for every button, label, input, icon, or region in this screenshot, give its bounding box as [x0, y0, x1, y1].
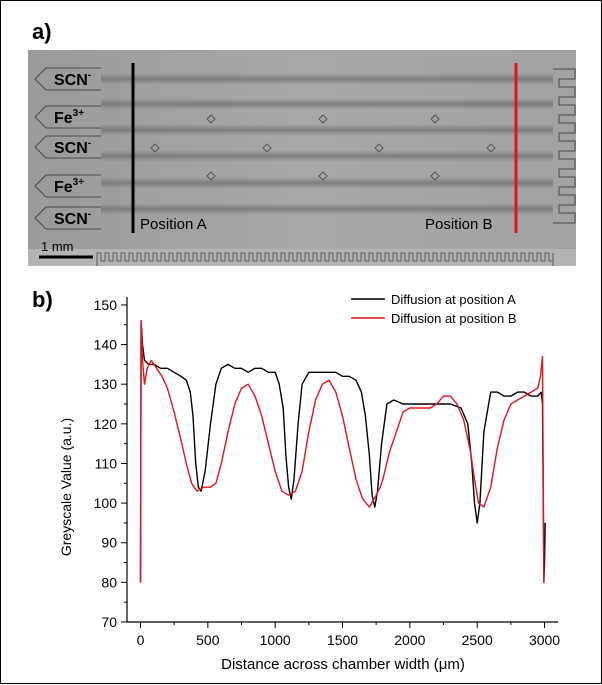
position-a-label: Position A [140, 216, 207, 233]
inlet-outline [34, 174, 101, 198]
pillar [486, 143, 496, 153]
pillar [318, 114, 328, 124]
pillar [430, 171, 440, 181]
pillar [430, 114, 440, 124]
scale-bar-label: 1 mm [41, 239, 74, 254]
inlet-label: Fe3+ [54, 108, 84, 127]
panel-b-label: b) [32, 287, 53, 312]
series-line-position-a [139, 320, 546, 584]
position-b-label: Position B [425, 216, 493, 233]
diffusion-bands [101, 73, 553, 215]
pillar [318, 171, 328, 181]
y-tick-label: 150 [94, 297, 118, 313]
diffusion-band [101, 150, 553, 162]
inlet-outline [34, 105, 101, 129]
y-tick-label: 100 [94, 495, 118, 511]
diffusion-band [101, 98, 553, 110]
diffusion-band [101, 73, 553, 85]
legend-entry: Diffusion at position B [391, 311, 517, 326]
y-tick-label: 130 [94, 376, 118, 392]
pillar [206, 171, 216, 181]
y-tick-label: 110 [95, 455, 118, 471]
x-tick-label: 1000 [260, 632, 291, 648]
y-tick-label: 70 [101, 614, 117, 630]
x-tick-label: 500 [196, 632, 220, 648]
inlet-outline [34, 67, 101, 91]
y-tick-label: 120 [94, 416, 118, 432]
x-tick-label: 2000 [394, 632, 425, 648]
pillar [206, 114, 216, 124]
comb-structure [96, 252, 554, 266]
outlet-serpentine [553, 68, 576, 224]
x-axis-label: Distance across chamber width (μm) [221, 656, 465, 673]
y-tick-label: 90 [101, 535, 117, 551]
pillar [374, 143, 384, 153]
series-line-position-b [139, 320, 545, 584]
pillars [150, 114, 496, 181]
x-tick-label: 3000 [529, 632, 560, 648]
diffusion-band [101, 203, 553, 215]
x-tick-label: 2500 [462, 632, 493, 648]
inlet-outline [34, 206, 101, 230]
x-tick-label: 1500 [327, 632, 358, 648]
inlet-channels [34, 67, 101, 230]
inlet-label: Fe3+ [54, 177, 84, 196]
inlet-label: SCN- [54, 138, 91, 157]
inlet-outline [34, 135, 101, 159]
y-tick-label: 80 [101, 574, 117, 590]
y-axis-label: Greyscale Value (a.u.) [58, 418, 74, 556]
diffusion-band [101, 124, 553, 136]
inlet-label: SCN- [54, 70, 91, 89]
y-tick-label: 140 [94, 337, 118, 353]
inlet-label: SCN- [54, 209, 91, 228]
comb-teeth [96, 252, 554, 266]
pillar [150, 143, 160, 153]
microscope-image: SCN- Fe3+ SCN- Fe3+ SCN- Position A Position… [28, 50, 576, 266]
legend-entry: Diffusion at position A [391, 292, 516, 307]
diffusion-band [101, 177, 553, 189]
x-tick-label: 0 [137, 632, 145, 648]
panel-a-label: a) [32, 19, 52, 44]
pillar [262, 143, 272, 153]
